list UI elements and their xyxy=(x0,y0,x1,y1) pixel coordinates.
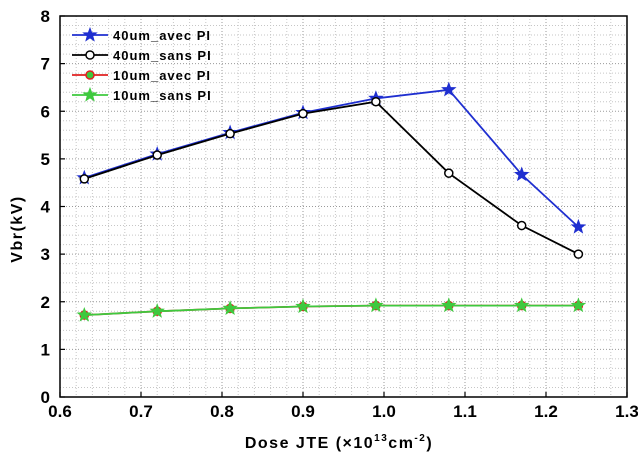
grid xyxy=(60,16,627,397)
x-tick-label: 0.7 xyxy=(129,402,153,421)
data-point xyxy=(371,96,381,107)
x-axis-title-mid: cm xyxy=(388,435,414,452)
data-point xyxy=(573,249,584,259)
legend-marker xyxy=(82,86,98,102)
x-tick-label: 1.1 xyxy=(453,402,477,421)
legend-label: 10um_sans PI xyxy=(113,88,212,103)
legend-item: 40um_sans PI xyxy=(72,48,212,63)
y-tick-label: 5 xyxy=(41,150,50,169)
y-tick-label: 2 xyxy=(41,293,50,312)
x-axis-title-exp2: -2 xyxy=(414,433,426,444)
data-point xyxy=(513,166,530,182)
y-tick-label: 0 xyxy=(41,388,50,407)
series-line xyxy=(84,88,580,228)
legend-marker xyxy=(85,50,95,60)
x-axis-title-exp1: 13 xyxy=(374,433,388,444)
x-tick-label: 1.0 xyxy=(372,402,396,421)
data-point xyxy=(79,174,90,184)
data-point xyxy=(298,108,308,119)
data-point xyxy=(444,168,454,178)
legend: 40um_avec PI 40um_sans PI 10um_avec PI 10um… xyxy=(72,26,212,103)
x-tick-label: 1.3 xyxy=(615,402,638,421)
data-point xyxy=(152,150,162,160)
legend-label: 10um_avec PI xyxy=(113,68,211,83)
x-tick-label: 0.9 xyxy=(291,402,315,421)
legend-label: 40um_sans PI xyxy=(113,48,212,63)
data-point xyxy=(149,303,165,318)
data-point xyxy=(441,297,457,313)
legend-marker xyxy=(82,26,98,42)
y-tick-label: 1 xyxy=(41,340,50,359)
x-tick-label: 1.2 xyxy=(534,402,558,421)
legend-label: 40um_avec PI xyxy=(113,28,211,43)
series-line xyxy=(84,100,579,255)
data-point xyxy=(513,297,530,313)
legend-item: 40um_avec PI xyxy=(72,26,211,43)
legend-item: 10um_sans PI xyxy=(72,86,212,103)
x-axis-title-suffix: ) xyxy=(426,435,433,452)
series-2 xyxy=(79,96,584,259)
series-4 xyxy=(76,297,587,322)
x-axis-title: Dose JTE (×1013cm-2) xyxy=(245,433,433,452)
y-tick-label: 6 xyxy=(41,102,50,121)
y-tick-label: 7 xyxy=(41,55,50,74)
x-tick-label: 0.8 xyxy=(210,402,234,421)
series-layer xyxy=(76,81,587,322)
data-point xyxy=(570,297,587,313)
data-point xyxy=(368,297,384,313)
data-point xyxy=(76,306,93,322)
legend-marker xyxy=(85,70,95,80)
tick-labels: 0.6 0.7 0.8 0.9 1.0 1.1 1.2 1.3 0 1 2 3 4 5 6 7 8 xyxy=(41,7,638,421)
data-point xyxy=(570,218,587,234)
tick-marks xyxy=(59,15,628,398)
y-axis-title: Vbr(kV) xyxy=(9,195,26,262)
x-tick-label: 0.6 xyxy=(48,402,72,421)
data-point xyxy=(441,81,457,97)
series-line xyxy=(84,304,579,316)
data-point xyxy=(516,220,527,231)
y-tick-label: 4 xyxy=(41,198,51,217)
data-point xyxy=(222,300,238,316)
data-point xyxy=(295,298,311,314)
data-point xyxy=(225,128,235,139)
legend-item: 10um_avec PI xyxy=(72,68,211,83)
y-tick-label: 8 xyxy=(41,7,50,26)
y-tick-label: 3 xyxy=(41,245,50,264)
x-axis-title-prefix: Dose JTE (×10 xyxy=(245,435,374,452)
